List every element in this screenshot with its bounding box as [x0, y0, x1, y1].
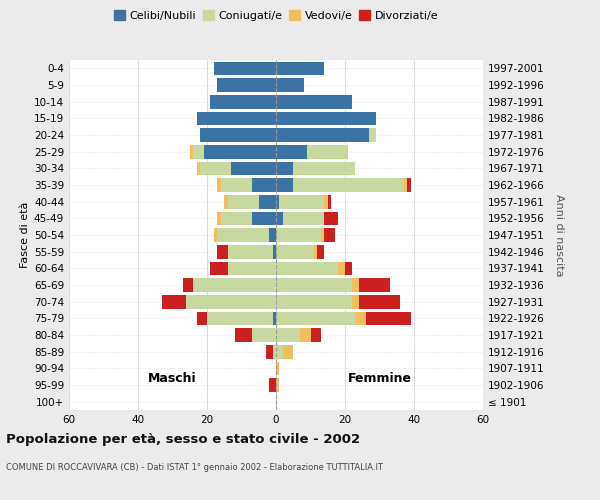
- Bar: [197, 312, 207, 325]
- Bar: [359, 295, 400, 308]
- Bar: [231, 162, 276, 175]
- Bar: [224, 195, 228, 208]
- Bar: [211, 262, 228, 275]
- Bar: [200, 128, 276, 142]
- Bar: [276, 345, 283, 358]
- Bar: [197, 112, 276, 125]
- Bar: [276, 362, 280, 375]
- Bar: [276, 212, 283, 225]
- Bar: [252, 178, 276, 192]
- Bar: [317, 245, 324, 258]
- Bar: [307, 145, 349, 158]
- Bar: [252, 212, 276, 225]
- Bar: [217, 245, 228, 258]
- Bar: [276, 178, 293, 192]
- Bar: [276, 112, 376, 125]
- Bar: [187, 295, 276, 308]
- Bar: [217, 228, 269, 242]
- Bar: [228, 245, 272, 258]
- Bar: [276, 95, 352, 108]
- Bar: [321, 228, 325, 242]
- Bar: [283, 345, 293, 358]
- Bar: [283, 212, 324, 225]
- Bar: [325, 228, 335, 242]
- Bar: [276, 295, 352, 308]
- Bar: [276, 195, 280, 208]
- Bar: [217, 212, 221, 225]
- Bar: [235, 328, 252, 342]
- Bar: [355, 312, 366, 325]
- Bar: [369, 128, 376, 142]
- Bar: [352, 295, 359, 308]
- Bar: [276, 128, 369, 142]
- Bar: [272, 245, 276, 258]
- Bar: [183, 278, 193, 292]
- Bar: [193, 278, 276, 292]
- Bar: [293, 178, 404, 192]
- Bar: [276, 328, 300, 342]
- Bar: [325, 212, 338, 225]
- Bar: [266, 345, 272, 358]
- Bar: [276, 228, 321, 242]
- Bar: [259, 195, 276, 208]
- Bar: [311, 328, 321, 342]
- Bar: [276, 78, 304, 92]
- Bar: [193, 145, 203, 158]
- Text: COMUNE DI ROCCAVIVARA (CB) - Dati ISTAT 1° gennaio 2002 - Elaborazione TUTTITALI: COMUNE DI ROCCAVIVARA (CB) - Dati ISTAT …: [6, 462, 383, 471]
- Text: Maschi: Maschi: [148, 372, 197, 385]
- Bar: [404, 178, 407, 192]
- Bar: [269, 378, 276, 392]
- Bar: [221, 178, 252, 192]
- Bar: [276, 312, 355, 325]
- Bar: [190, 145, 193, 158]
- Bar: [217, 78, 276, 92]
- Bar: [325, 195, 328, 208]
- Text: Popolazione per età, sesso e stato civile - 2002: Popolazione per età, sesso e stato civil…: [6, 432, 360, 446]
- Bar: [272, 345, 276, 358]
- Bar: [293, 162, 355, 175]
- Bar: [345, 262, 352, 275]
- Bar: [211, 95, 276, 108]
- Bar: [228, 262, 276, 275]
- Text: Femmine: Femmine: [347, 372, 412, 385]
- Bar: [228, 195, 259, 208]
- Bar: [276, 162, 293, 175]
- Bar: [221, 212, 252, 225]
- Bar: [276, 278, 352, 292]
- Bar: [276, 62, 325, 75]
- Bar: [280, 195, 324, 208]
- Bar: [300, 328, 311, 342]
- Y-axis label: Fasce di età: Fasce di età: [20, 202, 30, 268]
- Bar: [352, 278, 359, 292]
- Bar: [203, 145, 276, 158]
- Bar: [276, 145, 307, 158]
- Bar: [276, 378, 280, 392]
- Bar: [314, 245, 317, 258]
- Legend: Celibi/Nubili, Coniugati/e, Vedovi/e, Divorziati/e: Celibi/Nubili, Coniugati/e, Vedovi/e, Di…: [112, 8, 440, 23]
- Bar: [217, 178, 221, 192]
- Bar: [272, 312, 276, 325]
- Bar: [200, 162, 231, 175]
- Bar: [328, 195, 331, 208]
- Bar: [207, 312, 272, 325]
- Bar: [276, 245, 314, 258]
- Bar: [252, 328, 276, 342]
- Bar: [197, 162, 200, 175]
- Bar: [269, 228, 276, 242]
- Bar: [214, 228, 217, 242]
- Y-axis label: Anni di nascita: Anni di nascita: [554, 194, 564, 276]
- Bar: [162, 295, 187, 308]
- Bar: [338, 262, 345, 275]
- Bar: [359, 278, 390, 292]
- Bar: [407, 178, 410, 192]
- Bar: [214, 62, 276, 75]
- Bar: [366, 312, 410, 325]
- Bar: [276, 262, 338, 275]
